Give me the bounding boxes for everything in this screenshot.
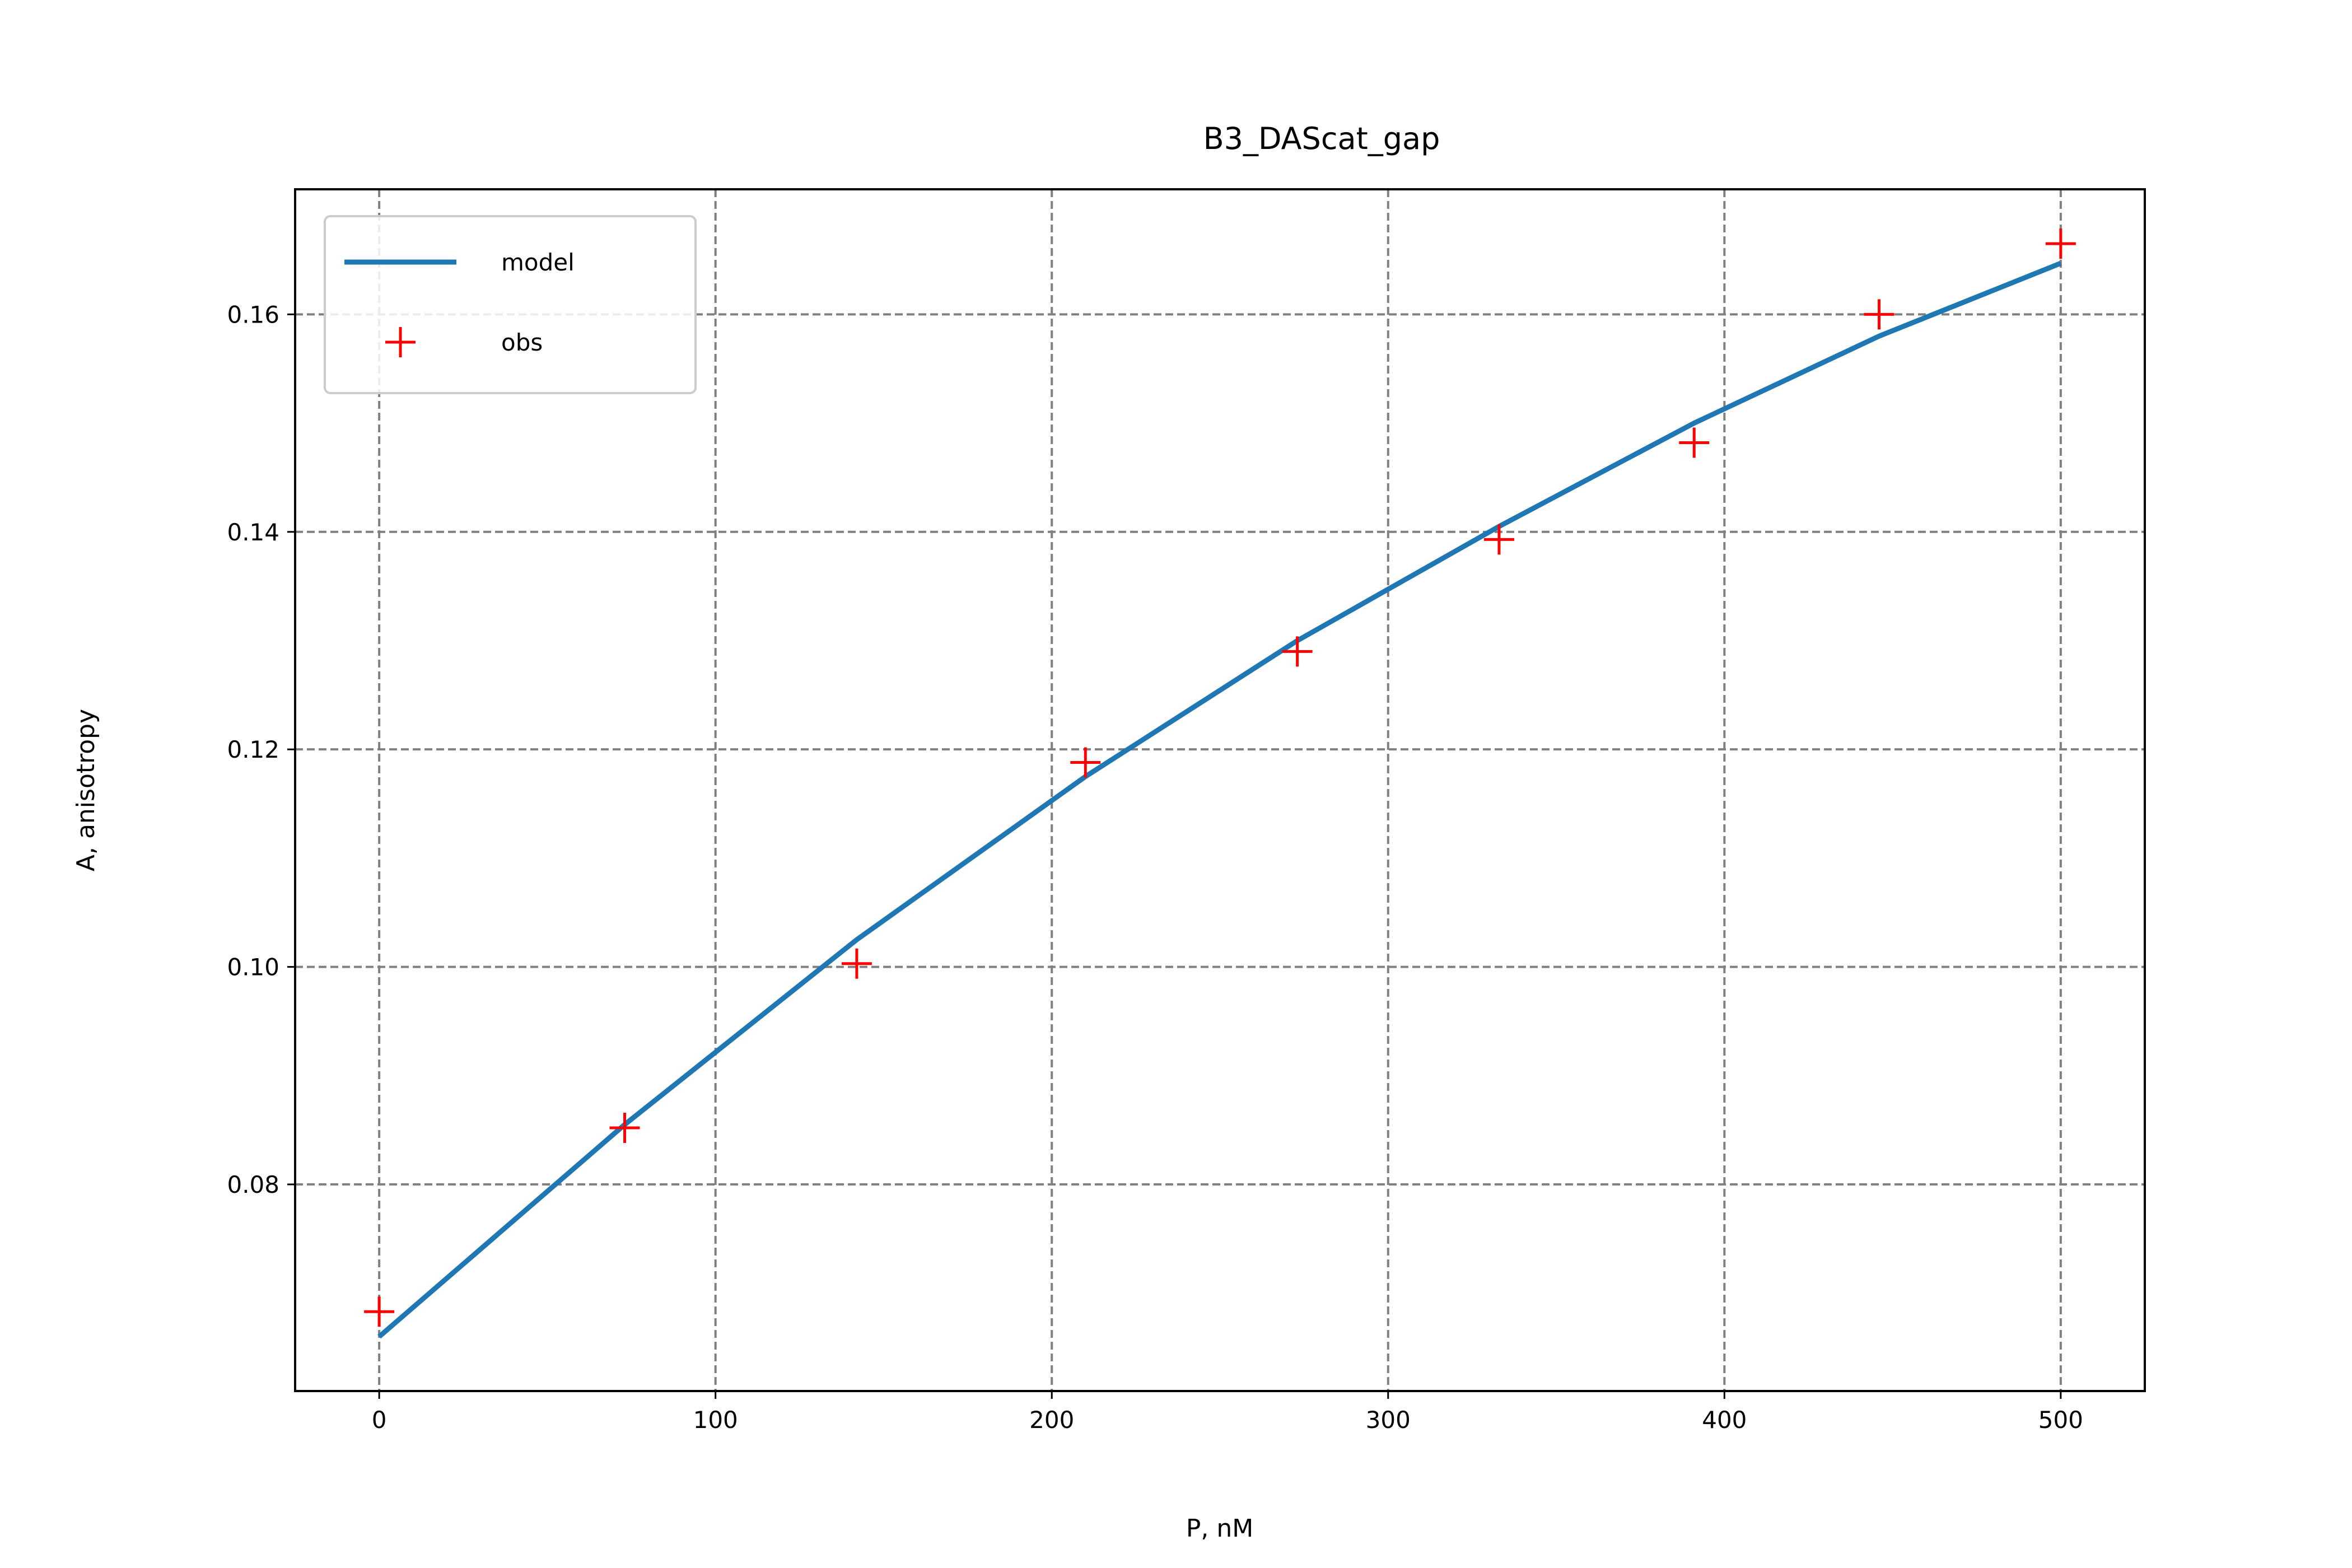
- obs-marker: [1282, 636, 1313, 667]
- grid: [295, 189, 2145, 1391]
- obs-marker: [2045, 228, 2076, 259]
- legend-obs-swatch: [385, 327, 416, 357]
- plot-area: [364, 228, 2076, 1339]
- x-tick-label: 500: [2038, 1406, 2083, 1434]
- y-axis-label: A, anisotropy: [72, 709, 100, 871]
- x-tick-label: 300: [1366, 1406, 1411, 1434]
- x-tick-label: 0: [372, 1406, 387, 1434]
- axis-ticks: 0 100 200 300 400 500 0.08 0.10 0.12 0.14 0.16: [227, 301, 2083, 1434]
- obs-marker: [1864, 299, 1894, 330]
- legend-label: obs: [501, 329, 543, 356]
- obs-marker: [1679, 427, 1710, 458]
- legend-label: model: [501, 249, 575, 276]
- obs-marker: [609, 1113, 640, 1144]
- x-tick-label: 200: [1029, 1406, 1074, 1434]
- y-tick-label: 0.12: [227, 736, 279, 763]
- legend-box: [324, 215, 697, 394]
- x-axis-label: P, nM: [1186, 1514, 1253, 1543]
- obs-marker: [1070, 747, 1101, 778]
- y-tick-label: 0.10: [227, 954, 279, 981]
- x-tick-label: 400: [1702, 1406, 1747, 1434]
- y-tick-label: 0.08: [227, 1171, 279, 1198]
- axes-frame: [294, 188, 2146, 1392]
- y-tick-label: 0.16: [227, 301, 279, 328]
- y-tick-label: 0.14: [227, 519, 279, 546]
- obs-marker: [1483, 524, 1514, 555]
- x-tick-label: 100: [693, 1406, 738, 1434]
- obs-marker: [841, 948, 872, 979]
- obs-marker: [364, 1296, 395, 1327]
- legend: model obs: [324, 215, 697, 394]
- chart-title: B3_DAScat_gap: [1203, 121, 1440, 156]
